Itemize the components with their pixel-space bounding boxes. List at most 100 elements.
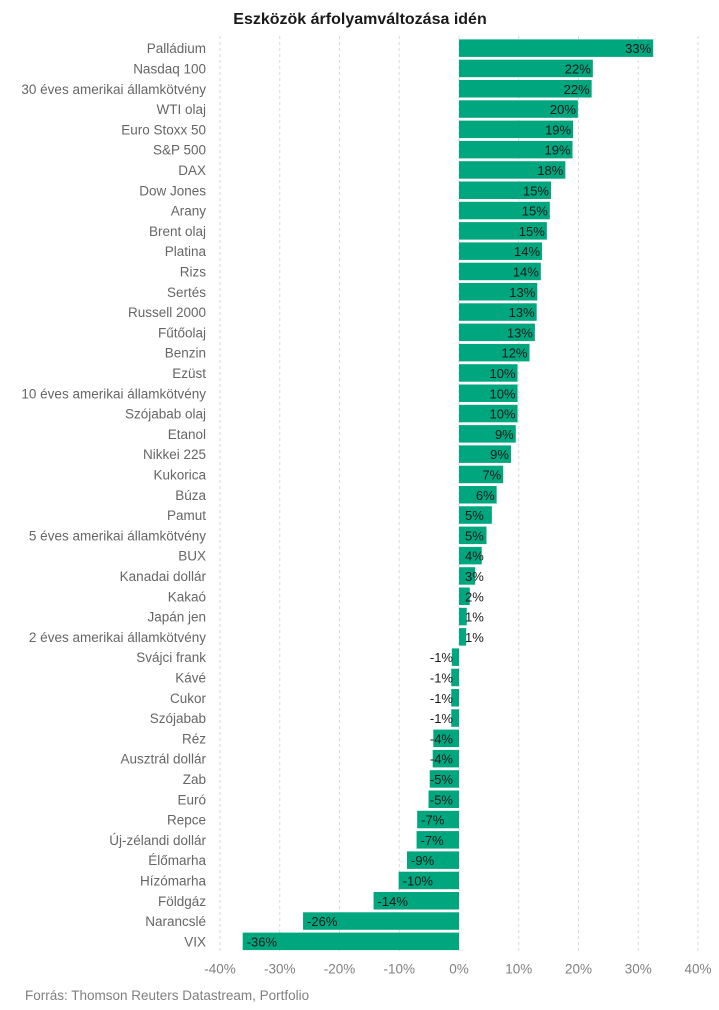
value-label: -14% [378, 894, 409, 909]
value-label: 10% [490, 366, 516, 381]
value-label: -9% [411, 853, 435, 868]
bar [428, 790, 459, 808]
value-labels: 33% 22% 22% 20% 19% 19% 18% 15% 15% 15% 14% 14% 13% 1… [247, 41, 652, 949]
category-label: Szójabab olaj [125, 407, 206, 422]
category-label: Szójabab [150, 711, 206, 726]
x-axis-ticks: -40% -30% -20% -10% 0% 10% 20% 30% 40% [204, 962, 711, 977]
category-label: 2 éves amerikai államkötvény [29, 630, 206, 645]
x-tick-label: -40% [204, 962, 236, 977]
category-label: Ezüst [172, 366, 206, 381]
value-label: 14% [513, 264, 539, 279]
bar [459, 546, 482, 565]
category-label: Pamut [167, 508, 206, 523]
bar [459, 303, 537, 321]
bar [459, 526, 487, 545]
value-label: 5% [465, 528, 484, 543]
value-label: 14% [514, 244, 540, 259]
value-label: 20% [550, 102, 576, 117]
category-label: Kávé [175, 670, 206, 685]
category-label: VIX [184, 934, 206, 949]
category-label: Hízómarha [140, 873, 207, 888]
value-label: 9% [490, 447, 509, 462]
value-label: 1% [465, 630, 484, 645]
category-label: Platina [165, 244, 207, 259]
category-label: S&P 500 [153, 143, 206, 158]
bar [459, 364, 518, 382]
category-label: Euró [177, 792, 206, 807]
value-label: 13% [509, 305, 535, 320]
bar [459, 445, 511, 463]
bar [459, 262, 541, 281]
x-tick-label: -20% [324, 962, 356, 977]
bar [459, 384, 518, 402]
value-label: 1% [465, 610, 484, 625]
category-label: Brent olaj [149, 224, 206, 239]
category-label: Narancslé [145, 914, 206, 929]
bar [459, 628, 467, 646]
bar [459, 140, 573, 159]
category-label: Kakaó [168, 589, 206, 604]
value-label: -4% [430, 731, 454, 746]
value-label: 7% [482, 467, 501, 482]
value-label: -1% [430, 691, 454, 706]
value-label: -36% [247, 934, 278, 949]
value-label: 13% [507, 325, 533, 340]
value-label: 15% [519, 224, 545, 239]
bars [242, 39, 654, 951]
bar [459, 283, 538, 301]
bar [451, 648, 459, 666]
bar [407, 851, 459, 869]
chart-title: Eszközök árfolyamváltozása idén [233, 11, 486, 28]
category-label: Búza [175, 488, 206, 503]
value-label: -1% [430, 711, 454, 726]
x-tick-label: -30% [264, 962, 296, 977]
value-label: -7% [421, 833, 445, 848]
category-label: Euro Stoxx 50 [121, 122, 206, 137]
bar [459, 567, 476, 585]
value-label: -1% [430, 670, 454, 685]
bar [433, 729, 459, 748]
bar [432, 749, 459, 768]
value-label: -5% [430, 772, 454, 787]
value-label: 10% [490, 386, 516, 401]
bar [459, 80, 592, 98]
category-label: Zab [183, 772, 206, 787]
value-label: 18% [537, 163, 563, 178]
x-tick-label: 20% [565, 962, 592, 977]
bar [451, 668, 459, 687]
value-label: -26% [307, 914, 338, 929]
category-label: Sertés [167, 285, 206, 300]
category-label: WTI olaj [156, 102, 206, 117]
category-label: Etanol [168, 427, 206, 442]
category-label: Repce [167, 813, 206, 828]
bar [459, 343, 530, 362]
value-label: 15% [522, 204, 548, 219]
value-label: 19% [545, 122, 571, 137]
value-label: -10% [403, 873, 434, 888]
category-label: Ausztrál dollár [120, 752, 206, 767]
bar [459, 59, 593, 78]
bar [459, 161, 566, 179]
value-label: 19% [544, 143, 570, 158]
bar [459, 465, 504, 484]
category-label: 30 éves amerikai államkötvény [21, 82, 206, 97]
category-label: DAX [178, 163, 206, 178]
bar [459, 587, 470, 605]
bar [459, 120, 574, 139]
bar [416, 831, 459, 849]
category-label: Rizs [180, 264, 206, 279]
bar [242, 932, 459, 951]
bar [459, 323, 535, 342]
bar [398, 871, 459, 890]
category-label: 5 éves amerikai államkötvény [29, 528, 206, 543]
value-label: 22% [565, 61, 591, 76]
value-label: 13% [509, 285, 535, 300]
value-label: 12% [501, 346, 527, 361]
bar [459, 506, 492, 524]
category-label: Réz [182, 731, 206, 746]
value-label: 6% [476, 488, 495, 503]
bar [459, 404, 518, 423]
value-label: -1% [430, 650, 454, 665]
category-label: 10 éves amerikai államkötvény [21, 386, 206, 401]
bar [459, 222, 547, 240]
